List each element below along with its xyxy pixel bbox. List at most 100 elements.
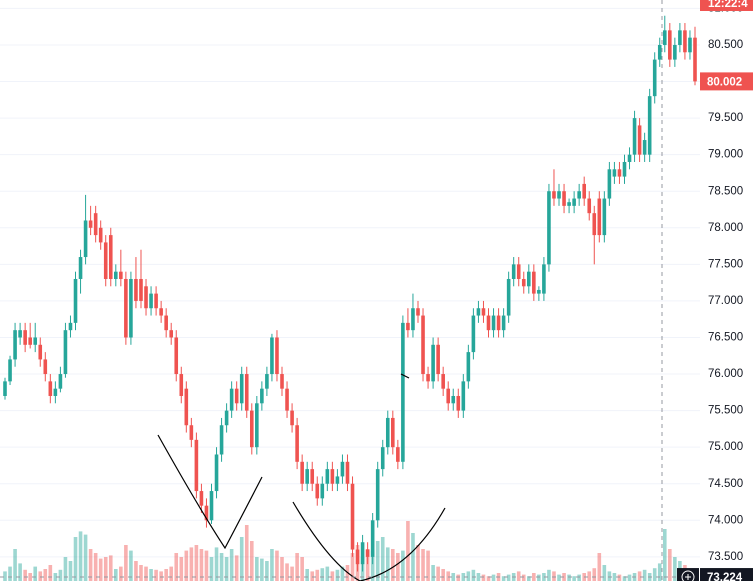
volume-bar: [426, 550, 430, 581]
candle-body: [416, 308, 420, 316]
volume-bar: [219, 553, 224, 581]
candle-body: [592, 213, 597, 236]
volume-bar: [471, 569, 476, 581]
y-tick-label: 78.000: [708, 222, 743, 234]
candle-body: [532, 271, 536, 294]
volume-bar: [3, 571, 7, 581]
candle-body: [88, 220, 93, 228]
candle-body: [406, 322, 410, 331]
candle-body: [401, 322, 405, 462]
volume-bar: [310, 571, 315, 581]
candle-body: [365, 549, 370, 557]
candle-body: [693, 37, 697, 82]
volume-bar: [119, 566, 123, 581]
volume-bar: [83, 534, 88, 581]
candle-body: [678, 30, 682, 45]
candle-body: [396, 447, 400, 462]
candle-body: [436, 344, 440, 375]
candle-body: [662, 30, 667, 45]
candle-body: [673, 44, 677, 60]
candle-body: [53, 388, 58, 396]
candle-body: [642, 140, 647, 155]
volume-bar: [280, 557, 284, 581]
candle-body: [98, 227, 103, 243]
candle-body: [68, 322, 73, 331]
candle-body: [481, 308, 486, 316]
volume-bar: [114, 569, 118, 581]
y-tick-label: 75.000: [708, 441, 743, 453]
volume-bar: [194, 545, 199, 581]
volume-bar: [668, 549, 672, 581]
volume-bar: [38, 571, 43, 581]
volume-bar: [229, 549, 234, 581]
candle-body: [43, 359, 48, 375]
candle-body: [385, 417, 390, 448]
candle-body: [421, 315, 425, 375]
y-tick-label: 74.500: [708, 478, 743, 490]
candle-body: [486, 315, 491, 331]
y-tick-label: 79.000: [708, 149, 743, 161]
candle-body: [285, 388, 289, 411]
candle-body: [234, 388, 239, 404]
volume-bar: [164, 569, 168, 581]
volume-bar: [184, 550, 189, 581]
y-tick-label: 77.000: [708, 295, 743, 307]
volume-bar: [375, 541, 380, 581]
candle-body: [360, 542, 365, 565]
candle-body: [582, 183, 586, 199]
volume-bar: [139, 565, 143, 581]
volume-bar: [98, 558, 103, 581]
candle-body: [476, 308, 481, 316]
candle-body: [33, 337, 38, 345]
volume-bar: [642, 569, 647, 581]
candle-body: [511, 264, 516, 279]
candle-body: [431, 344, 435, 382]
candle-body: [567, 202, 571, 206]
volume-bar: [607, 571, 612, 581]
volume-bar: [224, 557, 229, 581]
volume-bar: [380, 537, 385, 581]
volume-bar: [431, 565, 435, 581]
candle-body: [280, 374, 284, 389]
candle-body: [335, 476, 340, 484]
volume-bar: [8, 566, 12, 581]
candle-body: [466, 352, 471, 382]
volume-bar: [652, 568, 657, 581]
volume-bar: [129, 550, 133, 581]
candle-body: [627, 154, 632, 162]
candle-body: [345, 461, 350, 484]
candle-body: [668, 30, 672, 60]
volume-bar: [93, 553, 98, 581]
y-tick-label: 77.500: [708, 258, 743, 270]
crosshair-plus: [685, 574, 691, 581]
volume-bar: [43, 569, 48, 581]
candle-body: [139, 278, 143, 301]
volume-bar: [103, 557, 108, 581]
candle-body: [144, 286, 148, 309]
volume-bar: [48, 565, 53, 581]
volume-bar: [134, 561, 138, 581]
volume-bar: [481, 574, 486, 581]
candle-body: [501, 315, 506, 331]
candle-body: [537, 289, 541, 294]
volume-bar: [33, 566, 38, 581]
candle-body: [28, 337, 32, 345]
volume-bar: [526, 576, 531, 581]
candle-body: [320, 483, 325, 499]
volume-bar: [239, 537, 244, 581]
volume-bar: [290, 566, 294, 581]
volume-bar: [370, 550, 375, 581]
candle-body: [38, 344, 43, 360]
volume-bar: [260, 558, 264, 581]
volume-bar: [436, 566, 440, 581]
volume-bar: [592, 568, 597, 581]
volume-bar: [547, 569, 551, 581]
volume-bar: [305, 569, 309, 581]
volume-bar: [108, 555, 113, 581]
candle-body: [657, 44, 662, 60]
candle-body: [617, 169, 622, 177]
candle-body: [249, 410, 254, 448]
y-tick-label: 76.000: [708, 368, 743, 380]
volume-bar: [28, 573, 32, 581]
volume-bar: [244, 525, 249, 581]
